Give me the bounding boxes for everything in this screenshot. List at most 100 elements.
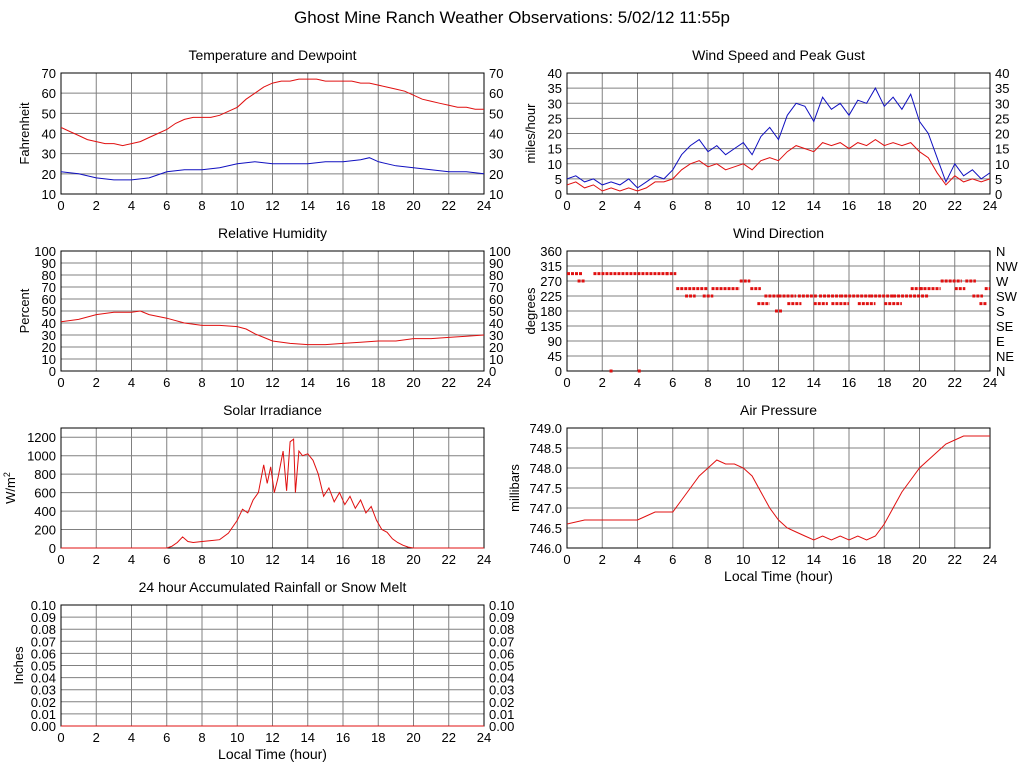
y-right-tick-label: 0.08 bbox=[489, 622, 514, 637]
y-tick-label: 60 bbox=[42, 292, 56, 307]
x-tick-label: 10 bbox=[230, 198, 244, 213]
x-tick-label: 24 bbox=[477, 730, 491, 745]
y-right-tick-label: 70 bbox=[489, 66, 503, 81]
y-right-tick-label: 70 bbox=[489, 280, 503, 295]
x-tick-label: 10 bbox=[736, 375, 750, 390]
y-right-tick-label: 5 bbox=[995, 172, 1002, 187]
y-tick-label: 0 bbox=[49, 364, 56, 379]
x-tick-label: 14 bbox=[301, 198, 315, 213]
x-tick-label: 4 bbox=[128, 198, 135, 213]
y-tick-label: 748.0 bbox=[529, 461, 562, 476]
x-tick-label: 8 bbox=[198, 730, 205, 745]
y-right-tick-label: 0.05 bbox=[489, 659, 514, 674]
page-title: Ghost Mine Ranch Weather Observations: 5… bbox=[294, 8, 730, 27]
x-tick-label: 10 bbox=[230, 375, 244, 390]
y-tick-label: 0.00 bbox=[31, 719, 56, 734]
x-tick-label: 6 bbox=[163, 198, 170, 213]
chart-title: Solar Irradiance bbox=[223, 402, 322, 418]
y-tick-label: 0.08 bbox=[31, 622, 56, 637]
x-tick-label: 6 bbox=[669, 198, 676, 213]
x-tick-label: 14 bbox=[301, 375, 315, 390]
x-tick-label: 10 bbox=[736, 198, 750, 213]
x-tick-label: 6 bbox=[163, 730, 170, 745]
x-tick-label: 18 bbox=[877, 552, 891, 567]
x-tick-label: 0 bbox=[57, 198, 64, 213]
plot-frame bbox=[566, 250, 991, 372]
x-tick-label: 18 bbox=[371, 730, 385, 745]
compass-label: N bbox=[996, 244, 1005, 259]
y-tick-label: 30 bbox=[42, 328, 56, 343]
y-tick-label: 200 bbox=[34, 523, 56, 538]
x-tick-label: 20 bbox=[406, 730, 420, 745]
x-tick-label: 12 bbox=[265, 198, 279, 213]
x-tick-label: 8 bbox=[704, 375, 711, 390]
x-tick-label: 6 bbox=[669, 552, 676, 567]
y-right-tick-label: 10 bbox=[489, 187, 503, 202]
y-right-tick-label: 0.06 bbox=[489, 646, 514, 661]
y-right-tick-label: 0.02 bbox=[489, 695, 514, 710]
y-tick-label: 20 bbox=[42, 167, 56, 182]
y-tick-label: 40 bbox=[42, 127, 56, 142]
y-tick-label: 180 bbox=[540, 304, 562, 319]
compass-label: NE bbox=[996, 349, 1014, 364]
y-tick-label: 80 bbox=[42, 268, 56, 283]
x-tick-label: 14 bbox=[807, 198, 821, 213]
y-right-tick-label: 10 bbox=[489, 352, 503, 367]
x-tick-label: 8 bbox=[704, 198, 711, 213]
x-tick-label: 16 bbox=[336, 552, 350, 567]
y-right-tick-label: 20 bbox=[489, 167, 503, 182]
x-tick-label: 2 bbox=[93, 198, 100, 213]
x-tick-label: 4 bbox=[128, 552, 135, 567]
y-axis-label: millibars bbox=[507, 464, 522, 512]
y-tick-label: 90 bbox=[548, 334, 562, 349]
x-tick-label: 0 bbox=[57, 730, 64, 745]
x-tick-label: 8 bbox=[198, 198, 205, 213]
y-tick-label: 50 bbox=[42, 106, 56, 121]
y-tick-label: 50 bbox=[42, 304, 56, 319]
x-tick-label: 18 bbox=[877, 375, 891, 390]
y-tick-label: 0.10 bbox=[31, 598, 56, 613]
y-axis-label: Percent bbox=[17, 288, 32, 333]
y-tick-label: 400 bbox=[34, 504, 56, 519]
y-right-tick-label: 0 bbox=[489, 364, 496, 379]
y-tick-label: 747.0 bbox=[529, 501, 562, 516]
y-tick-label: 0.07 bbox=[31, 634, 56, 649]
x-tick-label: 4 bbox=[128, 375, 135, 390]
y-tick-label: 90 bbox=[42, 256, 56, 271]
x-tick-label: 10 bbox=[230, 730, 244, 745]
y-right-tick-label: 50 bbox=[489, 304, 503, 319]
direction-point bbox=[637, 369, 641, 373]
y-right-tick-label: 20 bbox=[489, 340, 503, 355]
x-tick-label: 2 bbox=[93, 552, 100, 567]
y-tick-label: 35 bbox=[548, 81, 562, 96]
chart-title: 24 hour Accumulated Rainfall or Snow Mel… bbox=[139, 579, 407, 595]
y-tick-label: 60 bbox=[42, 86, 56, 101]
y-tick-label: 746.5 bbox=[529, 521, 562, 536]
y-tick-label: 0.04 bbox=[31, 671, 56, 686]
x-tick-label: 10 bbox=[736, 552, 750, 567]
y-right-tick-label: 15 bbox=[995, 142, 1009, 157]
x-tick-label: 2 bbox=[599, 375, 606, 390]
y-right-tick-label: 40 bbox=[995, 66, 1009, 81]
x-tick-label: 12 bbox=[265, 375, 279, 390]
y-tick-label: 10 bbox=[42, 352, 56, 367]
x-tick-label: 20 bbox=[406, 552, 420, 567]
y-axis-label: Inches bbox=[11, 646, 26, 685]
x-tick-label: 14 bbox=[301, 552, 315, 567]
y-tick-label: 20 bbox=[548, 127, 562, 142]
y-right-tick-label: 0.10 bbox=[489, 598, 514, 613]
x-tick-label: 0 bbox=[563, 198, 570, 213]
y-tick-label: 10 bbox=[42, 187, 56, 202]
direction-point bbox=[609, 369, 613, 373]
plot-frame bbox=[566, 427, 991, 549]
x-tick-label: 20 bbox=[912, 552, 926, 567]
y-axis-label: miles/hour bbox=[523, 103, 538, 164]
compass-label: SE bbox=[996, 319, 1014, 334]
y-tick-label: 1000 bbox=[27, 449, 56, 464]
x-tick-label: 20 bbox=[912, 375, 926, 390]
x-tick-label: 8 bbox=[198, 552, 205, 567]
x-tick-label: 22 bbox=[948, 198, 962, 213]
